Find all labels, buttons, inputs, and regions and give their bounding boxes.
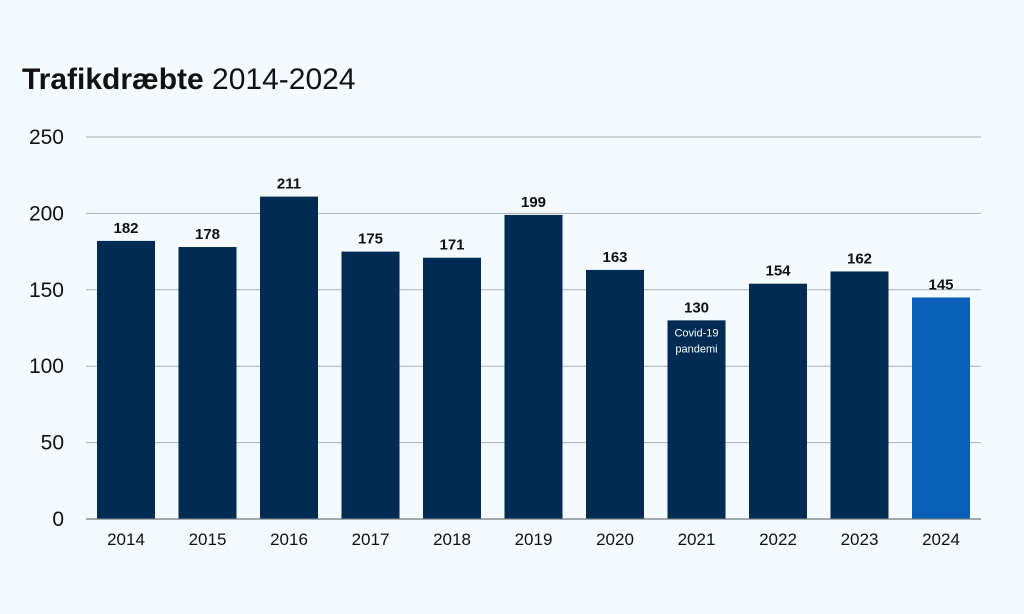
data-label-2021: 130 <box>684 299 709 316</box>
bar-2018 <box>423 257 481 519</box>
y-tick-label-250: 250 <box>29 126 64 149</box>
x-tick-label-2014: 2014 <box>107 530 145 549</box>
data-label-2024: 145 <box>928 276 953 293</box>
bar-annotation-line: Covid-19 <box>674 327 718 339</box>
y-tick-label-0: 0 <box>52 508 64 531</box>
x-tick-label-2024: 2024 <box>922 530 960 549</box>
x-tick-label-2022: 2022 <box>759 530 797 549</box>
bar-2019 <box>504 214 563 520</box>
x-tick-label-2019: 2019 <box>515 530 553 549</box>
y-tick-label-100: 100 <box>29 355 64 378</box>
x-tick-label-2017: 2017 <box>352 530 390 549</box>
bar-2022 <box>749 283 807 519</box>
bar-2014 <box>97 240 155 520</box>
data-label-2018: 171 <box>439 237 464 254</box>
data-labels: 182 178 211 175 171 199 163 130 Covid-19 pandemi 1… <box>113 176 953 356</box>
chart-title: Trafikdræbte 2014-2024 <box>22 60 356 100</box>
x-axis-tick-labels: 2014 2015 2016 2017 2018 2019 2020 2021 2022 2023… <box>107 530 960 549</box>
y-tick-label-50: 50 <box>41 432 64 455</box>
chart-title-rest: 2014-2024 <box>203 63 356 96</box>
x-tick-label-2023: 2023 <box>841 530 879 549</box>
y-tick-label-200: 200 <box>29 202 64 225</box>
bar-annotation: Covid-19 pandemi <box>674 327 718 355</box>
x-tick-label-2016: 2016 <box>270 530 308 549</box>
bar-2024 <box>912 297 970 519</box>
chart-title-bold: Trafikdræbte <box>22 63 204 96</box>
bar-2023 <box>830 271 889 519</box>
x-tick-label-2021: 2021 <box>678 530 716 549</box>
bars <box>97 196 970 520</box>
data-label-2023: 162 <box>847 250 872 267</box>
data-label-2015: 178 <box>195 226 220 243</box>
bar-2016 <box>260 196 318 520</box>
data-label-2019: 199 <box>521 194 546 211</box>
bar-2015 <box>178 247 237 520</box>
bar-2017 <box>341 251 400 519</box>
data-label-2022: 154 <box>765 263 791 280</box>
y-axis-tick-labels: 0 50 100 150 200 250 <box>29 126 64 531</box>
data-label-2020: 163 <box>602 249 627 266</box>
y-tick-label-150: 150 <box>29 279 64 302</box>
bar-2021 <box>667 320 726 519</box>
x-tick-label-2018: 2018 <box>433 530 471 549</box>
bar-2020 <box>586 269 644 519</box>
data-label-2016: 211 <box>277 176 301 193</box>
x-tick-label-2020: 2020 <box>596 530 634 549</box>
bar-annotation-line: pandemi <box>675 343 717 355</box>
data-label-2014: 182 <box>113 220 138 237</box>
data-label-2017: 175 <box>358 231 383 248</box>
x-tick-label-2015: 2015 <box>189 530 227 549</box>
